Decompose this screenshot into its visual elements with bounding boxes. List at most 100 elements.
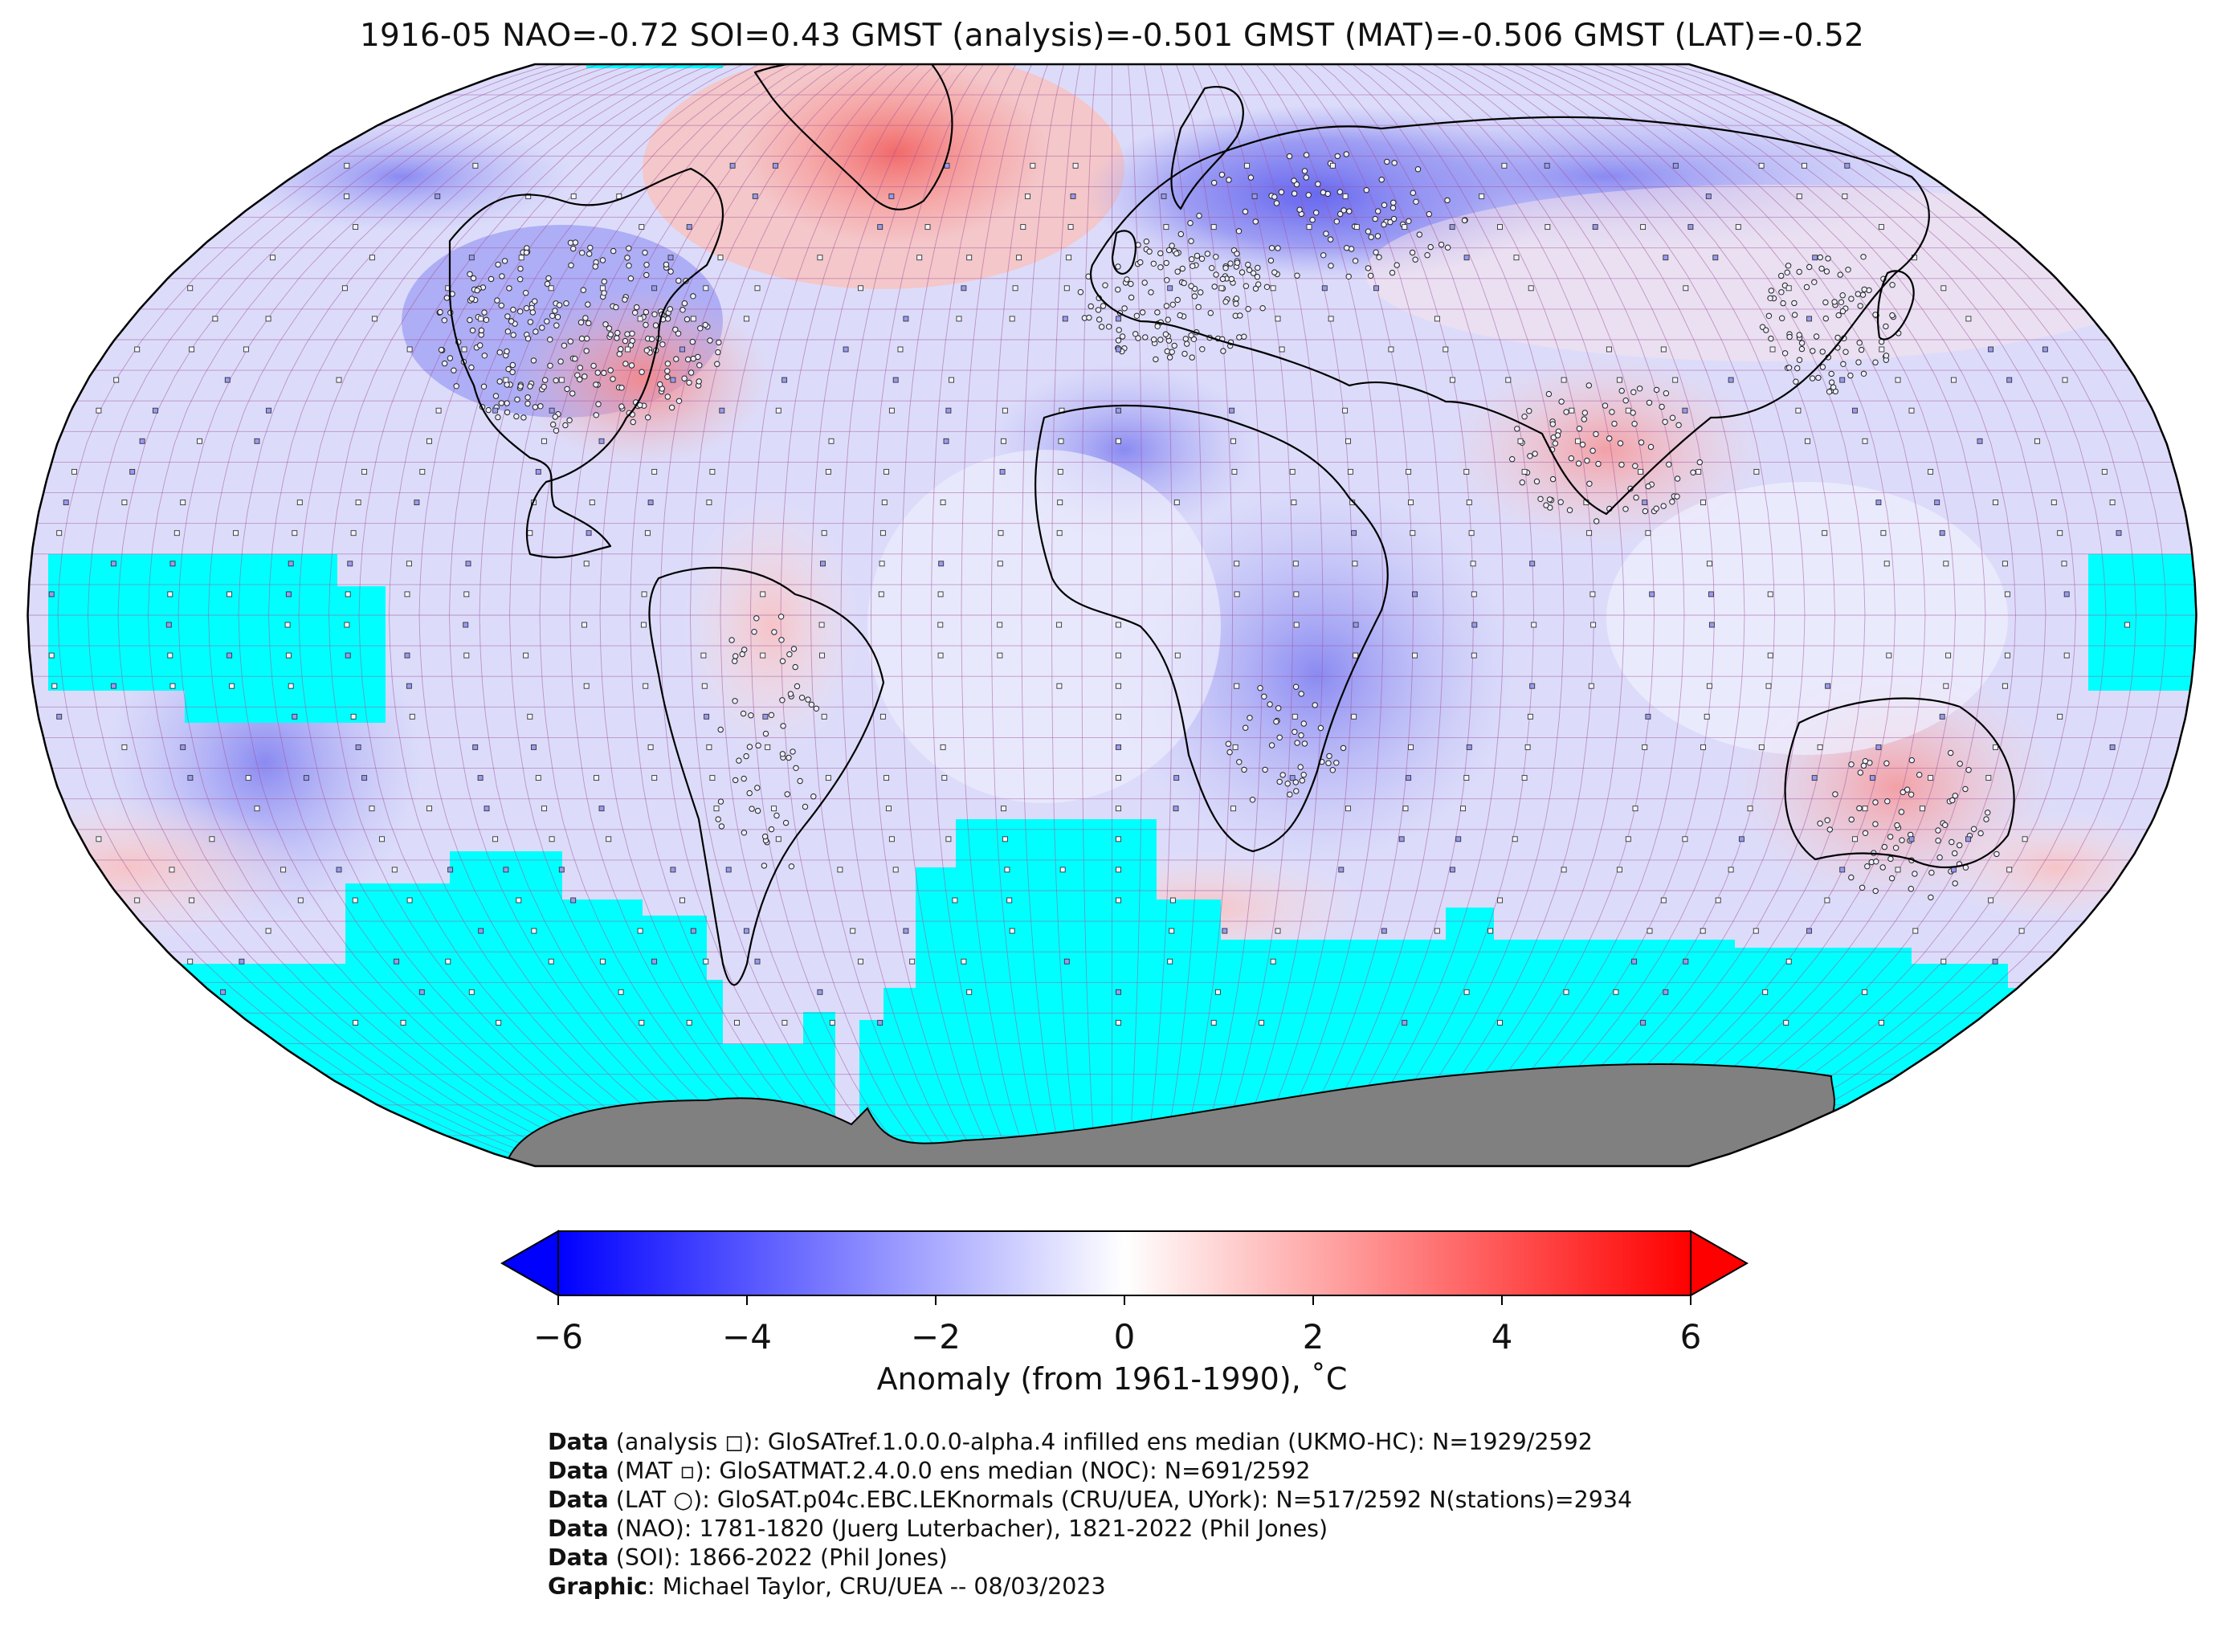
grid-cell-marker [1785,958,1792,965]
station-marker [1222,299,1229,305]
station-marker [1883,323,1889,330]
station-marker [1822,299,1829,306]
grid-cell-marker [2057,713,2063,720]
station-marker [1141,279,1148,286]
grid-cell-marker [496,1019,502,1026]
station-marker [624,255,630,261]
grid-cell-marker [134,346,141,353]
station-marker [1952,850,1958,857]
station-marker [1819,364,1826,370]
station-marker [1606,435,1613,442]
station-marker [697,325,704,332]
grid-cell-marker [549,836,555,842]
grid-cell-marker [706,500,712,506]
station-marker [732,698,738,704]
station-marker [1297,764,1304,770]
station-marker [1884,798,1891,805]
station-marker [779,658,786,664]
grid-cell-marker [1468,530,1475,536]
grid-cell-marker [1805,438,1810,444]
grid-cell-marker [134,897,141,904]
grid-cell-marker [296,500,303,506]
station-marker [805,696,811,703]
grid-cell-marker [1412,652,1418,659]
grid-cell-marker [1006,897,1013,904]
station-marker [524,400,531,407]
station-marker [1259,305,1266,312]
station-marker [1124,276,1130,283]
station-marker [1818,265,1825,272]
station-marker [1928,869,1935,876]
grid-cell-marker [719,407,725,414]
grid-cell-marker [686,1019,692,1026]
station-marker [1563,409,1569,415]
station-marker [1247,174,1255,181]
station-marker [1325,760,1332,766]
station-marker [1593,430,1599,438]
station-marker [622,296,628,303]
grid-cell-marker [1660,897,1667,904]
station-marker [715,349,721,356]
grid-cell-marker [1649,591,1655,598]
station-marker [1636,385,1643,392]
station-marker [602,321,609,328]
station-marker [481,353,488,359]
station-marker [1292,683,1300,690]
grid-cell-marker [1025,193,1030,199]
station-marker [667,306,673,312]
station-marker [748,712,754,719]
grid-cell-marker [169,683,176,689]
station-marker [643,308,650,316]
station-marker [504,400,510,406]
station-marker [1784,269,1790,275]
station-marker [1261,693,1267,700]
grid-cell-marker [419,468,426,475]
station-marker [1822,315,1830,322]
station-marker [1171,342,1177,349]
grid-cell-marker [48,652,55,659]
grid-cell-marker [1940,285,1947,292]
grid-cell-marker [825,775,831,781]
station-marker [743,753,749,760]
grid-cell-marker [956,316,962,322]
grid-cell-marker [63,500,69,506]
grid-cell-marker [379,836,385,842]
grid-cell-marker [1402,224,1408,230]
station-marker [664,361,671,367]
grid-cell-marker [1965,836,1971,842]
station-marker [728,637,735,643]
grid-cell-marker [1067,224,1074,230]
credit-text: (SOI): 1866-2022 (Phil Jones) [608,1544,948,1571]
grid-cell-marker [353,1019,359,1026]
station-marker [689,338,696,345]
station-marker [707,337,713,344]
station-marker [614,329,621,337]
grid-cell-marker [1352,561,1358,567]
grid-meridian [1480,64,1806,1166]
credit-text: (analysis ◻): GloSATref.1.0.0.0-alpha.4 … [608,1429,1593,1455]
grid-cell-marker [51,683,58,689]
grid-cell-marker [843,346,849,353]
grid-cell-marker [1342,193,1349,199]
station-marker [1294,740,1300,746]
grid-meridian [1640,64,2107,1166]
station-marker [1279,772,1286,778]
station-marker [485,406,492,414]
station-marker [481,309,488,316]
grid-cell-marker [1513,255,1520,261]
station-marker [539,324,545,331]
station-marker [1985,810,1991,816]
station-marker [1298,732,1304,739]
station-marker [1900,789,1906,796]
grid-cell-marker [690,928,696,934]
grid-cell-marker [212,316,218,322]
station-marker [1835,312,1842,319]
grid-cell-marker [353,224,359,230]
grid-cell-marker [391,867,398,873]
station-marker [1888,875,1896,882]
grid-cell-marker [819,652,825,659]
station-marker [504,348,510,355]
grid-cell-marker [1878,1019,1884,1026]
station-marker [470,275,477,282]
grid-cell-marker [113,377,120,383]
